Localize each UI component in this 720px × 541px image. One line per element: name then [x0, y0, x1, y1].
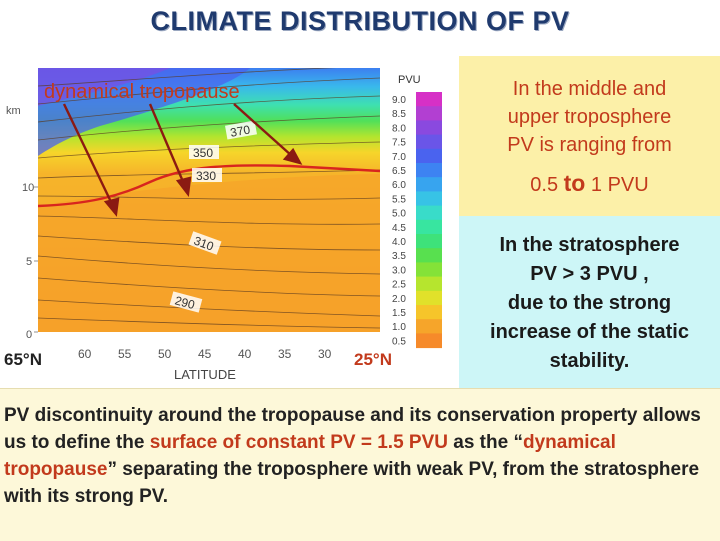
colorbar-swatch — [416, 319, 442, 334]
strat-note-line-3: due to the strong — [507, 292, 672, 314]
colorbar-swatch — [416, 305, 442, 320]
pv-field — [38, 68, 380, 332]
colorbar-tick-label: 3.5 — [392, 251, 406, 262]
x-tick-45: 45 — [198, 347, 212, 361]
summary-part-1: PV discontinuity around the tropopause a… — [4, 405, 701, 453]
summary-panel — [0, 388, 720, 541]
colorbar-swatch — [416, 205, 442, 221]
colorbar-swatch — [416, 248, 442, 263]
pv-colorbar: 9.0 8.5 8.0 7.5 7.0 6.5 6.0 5.5 5.0 4.5 4.0 3.5 3.0 2… — [392, 92, 442, 349]
x-tick-55: 55 — [118, 347, 132, 361]
colorbar-tick-label: 7.5 — [392, 138, 406, 149]
pv-lower-value: 0.5 — [530, 174, 564, 196]
x-axis-label: LATITUDE — [174, 367, 236, 382]
colorbar-tick-label: 8.0 — [392, 123, 406, 134]
upper-troposphere-note: In the middle and upper troposphere PV i… — [459, 56, 720, 216]
colorbar-swatch — [416, 262, 442, 278]
tropopause-line — [38, 164, 380, 208]
theta-label-330: 330 — [196, 169, 216, 183]
colorbar-tick-label: 2.0 — [392, 294, 406, 305]
colorbar-swatch — [416, 163, 442, 178]
upper-note-line-2: upper troposphere — [507, 106, 672, 128]
colorbar-tick-label: 5.0 — [392, 209, 406, 220]
slide-title: CLIMATE DISTRIBUTION OF PV — [150, 6, 570, 36]
colorbar-tick-label: 2.5 — [392, 280, 406, 291]
x-tick-40: 40 — [238, 347, 252, 361]
upper-note-line-3: PV is ranging from — [507, 134, 672, 156]
latitude-65n-label: 65°N — [4, 350, 42, 369]
summary-highlight-surface: surface of constant PV = 1.5 PVU — [149, 432, 448, 453]
colorbar-tick-label: 5.5 — [392, 194, 406, 205]
colorbar-tick-label: 3.0 — [392, 265, 406, 276]
pv-cross-section-figure: 370 350 330 310 290 km 10 5 0 60 55 50 4… — [4, 68, 442, 382]
colorbar-tick-label: 1.0 — [392, 322, 406, 333]
theta-label-310: 310 — [192, 234, 216, 254]
colorbar-swatch — [416, 148, 442, 164]
to-word: to — [563, 170, 586, 196]
strat-note-line-1: In the stratosphere — [499, 234, 680, 256]
x-tick-35: 35 — [278, 347, 292, 361]
colorbar-swatch — [416, 333, 442, 349]
colorbar-tick-label: 7.0 — [392, 152, 406, 163]
latitude-25n-label: 25°N — [354, 350, 392, 369]
colorbar-tick-label: 4.0 — [392, 237, 406, 248]
colorbar-swatch — [416, 120, 442, 136]
colorbar-swatch — [416, 234, 442, 249]
upper-note-line-1: In the middle and — [512, 78, 667, 100]
x-tick-30: 30 — [318, 347, 332, 361]
colorbar-tick-label: 9.0 — [392, 95, 406, 106]
summary-part-5: ” separating the troposphere with weak P… — [4, 459, 700, 507]
stratosphere-note: In the stratosphere PV > 3 PVU , due to … — [459, 216, 720, 388]
y-axis-unit: km — [6, 105, 21, 117]
colorbar-swatch — [416, 134, 442, 150]
colorbar-swatch — [416, 290, 442, 306]
x-tick-60: 60 — [78, 347, 92, 361]
y-tick-0: 0 — [26, 329, 32, 341]
isentrope-lines — [38, 68, 380, 329]
colorbar-swatch — [416, 106, 442, 121]
theta-label-290: 290 — [173, 293, 196, 312]
y-tick-10: 10 — [22, 182, 34, 194]
x-axis-ticks: 60 55 50 45 40 35 30 — [78, 347, 332, 361]
colorbar-swatch — [416, 191, 442, 207]
tropopause-annotation: dynamical tropopause — [44, 81, 240, 103]
upper-note-line-4: 0.5 to 1 PVU — [459, 170, 720, 199]
colorbar-title: PVU — [398, 74, 421, 86]
strat-note-line-5: stability. — [549, 350, 630, 372]
summary-text: PV discontinuity around the tropopause a… — [4, 402, 716, 510]
colorbar-swatch — [416, 92, 442, 107]
strat-note-line-4: increase of the static — [490, 321, 689, 343]
pv-upper-value: 1 PVU — [585, 174, 649, 196]
colorbar-swatch — [416, 219, 442, 235]
summary-highlight-tropopause: dynamical tropopause — [4, 432, 616, 480]
summary-part-3: as the “ — [447, 432, 523, 453]
colorbar-tick-label: 6.5 — [392, 166, 406, 177]
colorbar-tick-label: 0.5 — [392, 336, 406, 347]
x-tick-50: 50 — [158, 347, 172, 361]
colorbar-tick-label: 6.0 — [392, 180, 406, 191]
y-tick-5: 5 — [26, 256, 32, 268]
strat-note-line-2: PV > 3 PVU , — [530, 263, 649, 285]
colorbar-tick-label: 8.5 — [392, 109, 406, 120]
theta-label-370: 370 — [229, 122, 251, 139]
tropopause-arrows — [62, 103, 303, 217]
colorbar-tick-label: 4.5 — [392, 223, 406, 234]
colorbar-swatch — [416, 177, 442, 192]
colorbar-tick-label: 1.5 — [392, 308, 406, 319]
theta-label-350: 350 — [193, 146, 213, 160]
colorbar-swatch — [416, 276, 442, 292]
